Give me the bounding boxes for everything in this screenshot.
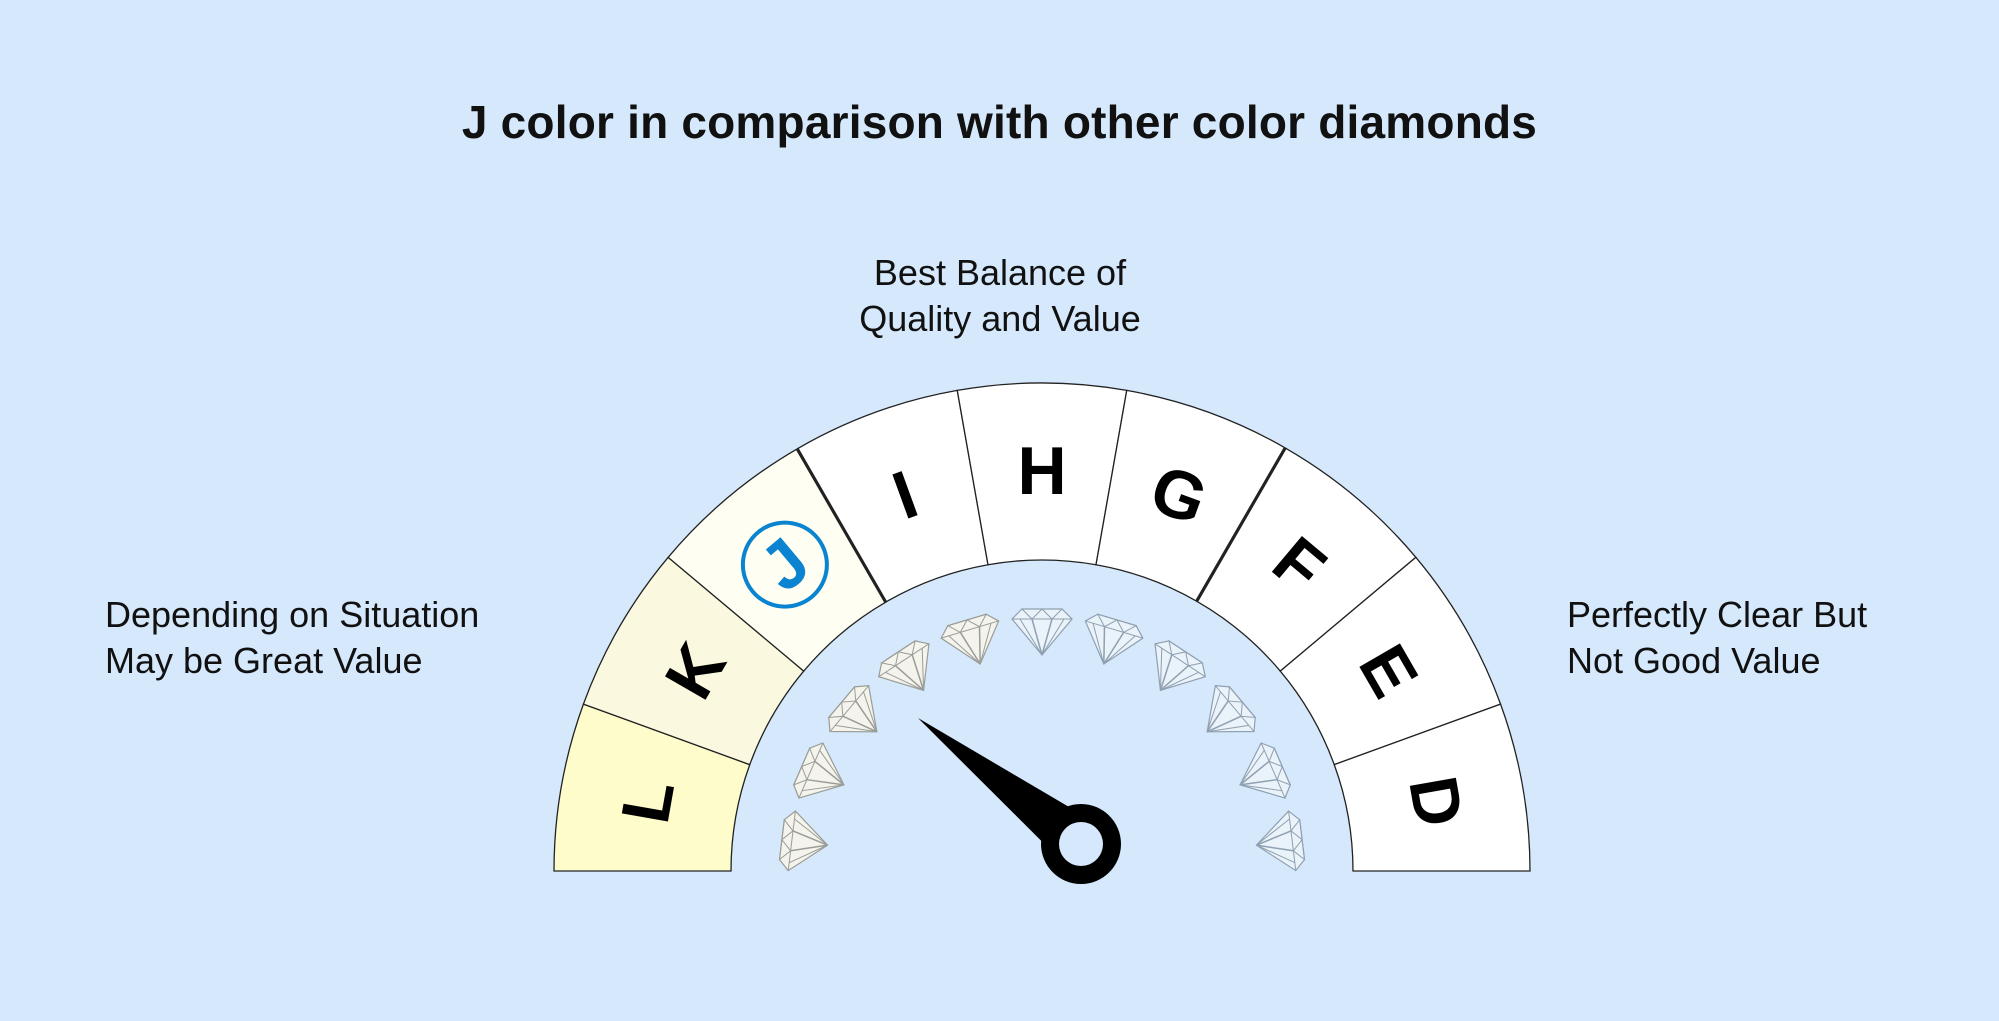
- label-line: May be Great Value: [105, 640, 423, 681]
- needle-hub-hole: [1059, 822, 1103, 866]
- grade-letter-h: H: [1017, 433, 1066, 509]
- diamond-icon: [1084, 613, 1144, 665]
- gauge-segment-d: [1333, 703, 1531, 872]
- label-line: Best Balance of: [873, 252, 1127, 293]
- diamond-icon: [940, 613, 1000, 665]
- diamond-icon: [1239, 742, 1292, 799]
- diamond-icon: [1154, 639, 1206, 692]
- label-line: Quality and Value: [859, 298, 1141, 339]
- label-line: Depending on Situation: [105, 594, 480, 635]
- diamond-icon: [778, 810, 829, 872]
- label-line: Not Good Value: [1567, 640, 1821, 681]
- diamond-icon: [1206, 685, 1257, 733]
- label-line: Perfectly Clear But: [1567, 594, 1868, 635]
- page-title: J color in comparison with other color d…: [461, 96, 1538, 148]
- diamond-icon: [1011, 608, 1073, 656]
- label-situational: Depending on Situation May be Great Valu…: [105, 592, 479, 684]
- diamond-icon: [827, 685, 878, 733]
- diamond-icon: [878, 639, 930, 692]
- diamond-icon: [1255, 810, 1306, 872]
- diamond-icon: [792, 742, 845, 799]
- selected-grade-ring: [740, 520, 829, 609]
- label-best-balance: Best Balance of Quality and Value: [0, 250, 1999, 342]
- label-perfectly-clear: Perfectly Clear But Not Good Value: [1567, 592, 1867, 684]
